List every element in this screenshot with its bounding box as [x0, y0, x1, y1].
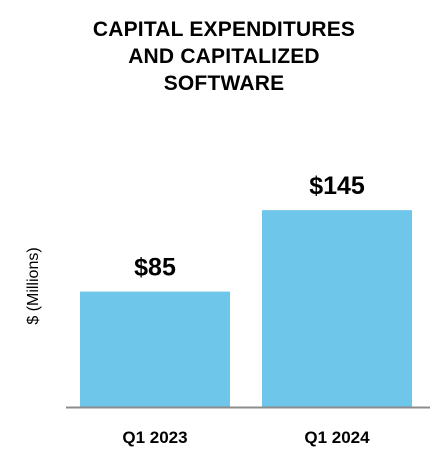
data-label-q1-2024: $145 [309, 172, 365, 200]
x-tick-label-q1-2024: Q1 2024 [304, 428, 370, 447]
chart-title-line-1: CAPITAL EXPENDITURES [92, 18, 356, 41]
chart-title-line-3: SOFTWARE [163, 72, 285, 95]
data-label-q1-2023: $85 [134, 254, 176, 282]
bar-q1-2023 [80, 291, 230, 407]
x-tick-label-q1-2023: Q1 2023 [122, 428, 187, 447]
chart-title: CAPITAL EXPENDITURES AND CAPITALIZED SOF… [0, 16, 448, 97]
chart-title-line-2: AND CAPITALIZED [128, 45, 320, 68]
bar-q1-2024 [262, 210, 412, 407]
